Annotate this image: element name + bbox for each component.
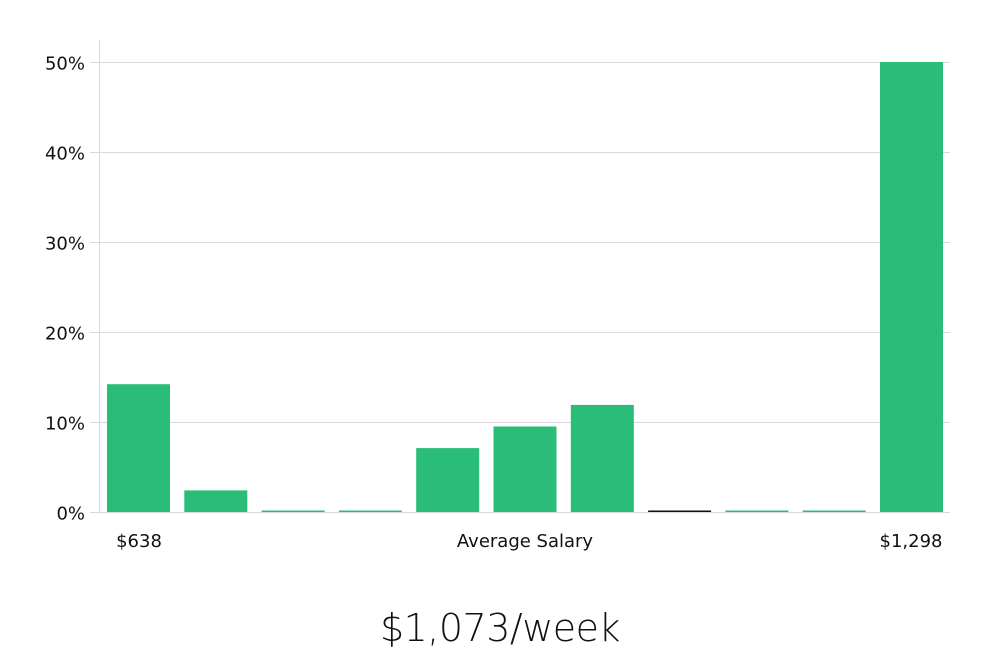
x-min-label: $638 — [116, 531, 162, 552]
gridlines — [90, 62, 950, 513]
bar — [338, 510, 402, 512]
bar — [725, 510, 789, 512]
bar — [184, 490, 248, 512]
y-tick-label: 50% — [45, 54, 85, 75]
x-max-label: $1,298 — [880, 531, 943, 552]
x-axis-title: Average Salary — [457, 531, 594, 552]
bar — [261, 510, 325, 512]
y-tick-label: 40% — [45, 144, 85, 165]
bar — [416, 448, 480, 512]
bar — [880, 62, 943, 512]
bars — [107, 62, 943, 512]
bar — [107, 384, 170, 512]
bar — [570, 404, 634, 512]
y-tick-labels: 0% 10% 20% 30% 40% 50% — [45, 54, 85, 525]
y-tick-label: 20% — [45, 324, 85, 345]
bar — [493, 426, 557, 512]
y-tick-label: 10% — [45, 414, 85, 435]
average-salary-headline: $1,073/week — [379, 606, 621, 650]
y-tick-label: 30% — [45, 234, 85, 255]
bar — [802, 510, 866, 512]
bar — [648, 510, 712, 512]
y-tick-label: 0% — [56, 504, 85, 525]
salary-histogram: 0% 10% 20% 30% 40% 50% $638 Average Salary $1… — [45, 40, 950, 552]
